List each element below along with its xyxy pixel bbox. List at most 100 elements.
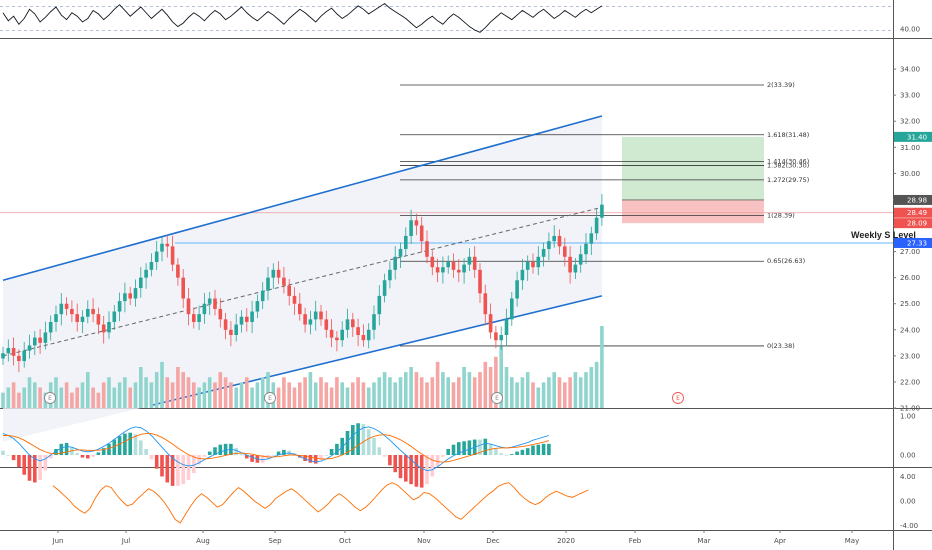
- candle: [361, 335, 366, 341]
- volume-bar: [520, 377, 525, 408]
- candle: [239, 316, 244, 325]
- candle: [197, 314, 201, 322]
- volume-bar: [229, 382, 233, 408]
- volume-bar: [557, 377, 562, 408]
- earnings-marker: E: [44, 392, 56, 404]
- volume-bar: [165, 377, 170, 408]
- volume-bar: [552, 372, 556, 408]
- candle: [451, 262, 456, 270]
- volume-bar: [478, 372, 482, 408]
- volume-bar: [22, 387, 26, 408]
- volume-bar: [197, 387, 201, 408]
- macd-histogram-bar: [101, 448, 106, 455]
- macd-histogram-bar: [234, 448, 238, 455]
- volume-bar: [144, 377, 148, 408]
- candle: [435, 267, 440, 273]
- price-badge: 27.33: [894, 237, 932, 248]
- volume-bar: [123, 377, 127, 408]
- osc-tick-label: 0.00: [900, 498, 916, 506]
- candle: [70, 308, 74, 315]
- time-tick-label: Sep: [268, 537, 282, 545]
- volume-bar: [419, 377, 424, 408]
- time-tick-label: May: [845, 537, 859, 545]
- time-tick-label: Jun: [52, 537, 64, 545]
- volume-bar: [303, 377, 307, 408]
- candle: [1, 353, 5, 359]
- candle: [133, 288, 138, 299]
- time-tick-label: Jul: [121, 537, 131, 545]
- candle: [96, 314, 101, 325]
- candle: [504, 319, 509, 336]
- volume-bar: [64, 382, 69, 408]
- volume-bar: [313, 382, 318, 408]
- macd-histogram-bar: [531, 445, 535, 455]
- macd-histogram-bar: [91, 455, 95, 457]
- candle: [165, 243, 170, 247]
- macd-histogram-bar: [54, 448, 58, 455]
- candle: [335, 337, 339, 341]
- macd-histogram-bar: [176, 455, 180, 486]
- volume-bar: [287, 382, 291, 408]
- candle: [510, 298, 514, 320]
- macd-histogram-bar: [154, 455, 159, 469]
- candle: [303, 314, 307, 325]
- volume-bar: [404, 372, 408, 408]
- macd-histogram-bar: [441, 455, 445, 457]
- macd-histogram-bar: [43, 455, 48, 471]
- macd-histogram-bar: [181, 455, 185, 485]
- volume-bar: [483, 361, 488, 408]
- candle: [48, 321, 53, 333]
- price-badge: 28.49: [894, 207, 932, 218]
- candle: [160, 243, 164, 252]
- macd-histogram-bar: [276, 451, 281, 455]
- volume-bar: [451, 382, 456, 408]
- candle: [22, 350, 26, 362]
- candle: [441, 267, 445, 273]
- candle: [467, 256, 472, 265]
- osc-tick-label: 4.00: [900, 473, 916, 481]
- volume-bar: [112, 387, 117, 408]
- volume-bar: [467, 372, 472, 408]
- macd-histogram-bar: [377, 447, 382, 455]
- earnings-marker: E: [491, 392, 503, 404]
- candle: [6, 348, 11, 354]
- candle: [287, 285, 291, 296]
- candle: [419, 225, 424, 242]
- volume-bar: [393, 382, 397, 408]
- macd-histogram-bar: [478, 439, 482, 455]
- macd-histogram-bar: [361, 424, 366, 455]
- macd-histogram-bar: [457, 442, 461, 455]
- fib-label: 1(28.39): [767, 211, 795, 219]
- candle: [536, 256, 541, 268]
- candle: [366, 329, 371, 341]
- volume-bar: [186, 377, 191, 408]
- volume-bar: [494, 356, 498, 408]
- price-tick-label: 24.00: [900, 326, 920, 334]
- volume-bar: [388, 377, 392, 408]
- candle: [282, 277, 286, 286]
- signal-line: [3, 433, 550, 463]
- candle: [372, 314, 376, 330]
- macd-histogram-bar: [149, 455, 154, 460]
- time-tick-label: 2020: [557, 537, 575, 545]
- volume-bar: [128, 387, 132, 408]
- candle: [340, 329, 344, 341]
- time-tick-label: Feb: [629, 537, 642, 545]
- candle: [149, 262, 154, 270]
- candle: [345, 319, 350, 330]
- volume-bar: [207, 377, 212, 408]
- candle: [557, 235, 562, 247]
- macd-histogram-bar: [366, 429, 371, 455]
- macd-histogram-bar: [213, 447, 217, 455]
- price-tick-label: 27.00: [900, 248, 920, 256]
- macd-histogram-bar: [451, 444, 456, 455]
- macd-histogram-bar: [123, 433, 127, 455]
- candle: [594, 217, 599, 234]
- candle: [181, 277, 185, 299]
- candle: [462, 264, 466, 273]
- candle: [64, 303, 69, 309]
- volume-bar: [441, 372, 445, 408]
- candle: [356, 327, 360, 336]
- volume-bar: [91, 387, 95, 408]
